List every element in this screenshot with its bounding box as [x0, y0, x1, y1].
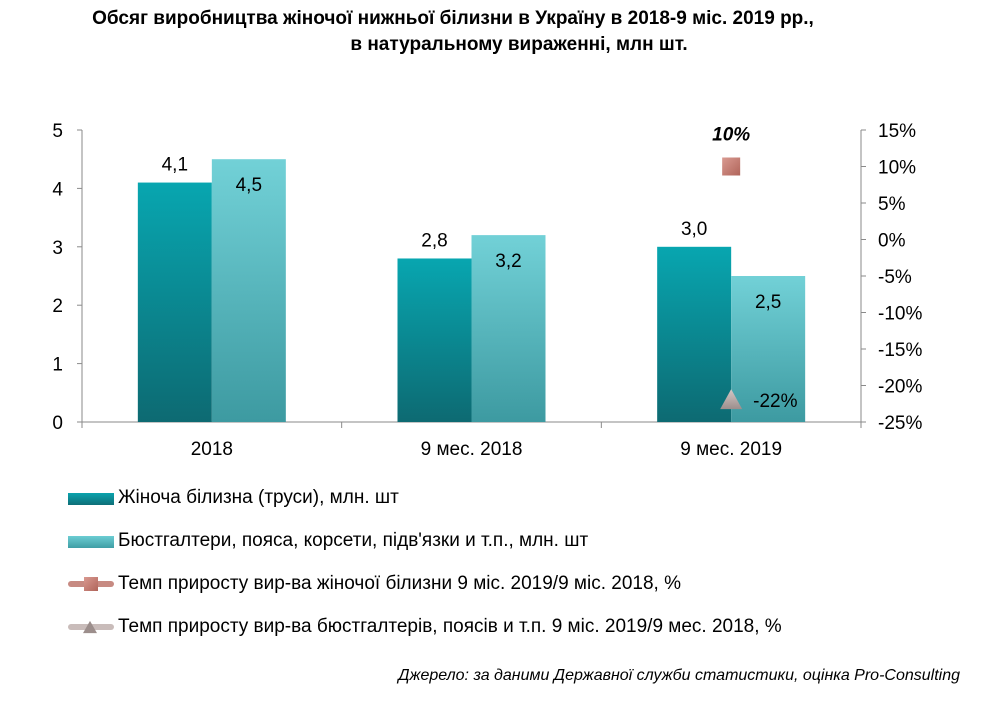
legend-swatch-line1: [68, 576, 114, 592]
left-tick-label: 5: [52, 121, 63, 142]
legend-label-series1: Жіноча білизна (труси), млн. шт: [118, 486, 399, 508]
legend: Жіноча білизна (труси), млн. шт Бюстгалт…: [68, 476, 782, 648]
right-tick-label: 15%: [878, 121, 916, 142]
chart-title: Обсяг виробництва жіночої нижньої білизн…: [0, 6, 994, 58]
right-tick-label: -10%: [878, 304, 922, 325]
bar-series1: [137, 182, 212, 422]
bar-series1: [397, 258, 472, 422]
bar-series2: [471, 235, 546, 422]
data-label-series2: 3,2: [495, 251, 521, 272]
bar-series2: [731, 276, 806, 422]
title-line-2: в натуральному вираженні, млн шт.: [350, 34, 688, 55]
left-tick-label: 4: [52, 179, 63, 200]
legend-swatch-line2: [68, 619, 114, 635]
right-tick-label: -5%: [878, 267, 912, 288]
growth-marker-triangle: [720, 389, 743, 410]
right-tick-label: 5%: [878, 194, 906, 215]
data-label-series1: 3,0: [681, 219, 707, 240]
growth-label-line1: 10%: [712, 125, 750, 146]
growth-marker-square: [722, 157, 741, 176]
x-tick-label: 2018: [191, 439, 233, 460]
legend-item-series1: Жіноча білизна (труси), млн. шт: [68, 476, 782, 519]
x-tick-label: 9 мес. 2018: [421, 439, 523, 460]
growth-label-line2: -22%: [753, 391, 797, 412]
legend-item-series2: Бюстгалтери, пояса, корсети, підв'язки и…: [68, 519, 782, 562]
data-label-series2: 2,5: [755, 292, 781, 313]
left-tick-label: 1: [52, 355, 63, 376]
x-tick-label: 9 мес. 2019: [680, 439, 782, 460]
data-label-series1: 4,1: [162, 155, 188, 176]
left-tick-label: 0: [52, 413, 63, 434]
legend-label-series2: Бюстгалтери, пояса, корсети, підв'язки и…: [118, 529, 589, 551]
legend-item-line2: Темп приросту вир-ва бюстгалтерів, поясі…: [68, 605, 782, 648]
right-tick-label: 10%: [878, 158, 916, 179]
right-tick-label: -15%: [878, 340, 922, 361]
data-label-series1: 2,8: [421, 230, 447, 251]
legend-label-line2: Темп приросту вир-ва бюстгалтерів, поясі…: [118, 615, 782, 637]
data-label-series2: 4,5: [236, 175, 262, 196]
left-tick-label: 2: [52, 296, 63, 317]
source-note: Джерело: за даними Державної служби стат…: [398, 667, 960, 684]
right-tick-label: -20%: [878, 377, 922, 398]
legend-item-line1: Темп приросту вир-ва жіночої білизни 9 м…: [68, 562, 782, 605]
bar-series2: [211, 159, 286, 422]
left-tick-label: 3: [52, 238, 63, 259]
legend-swatch-series2: [68, 535, 114, 548]
right-tick-label: 0%: [878, 231, 906, 252]
right-tick-label: -25%: [878, 413, 922, 434]
title-line-1: Обсяг виробництва жіночої нижньої білизн…: [92, 8, 814, 29]
legend-swatch-series1: [68, 492, 114, 505]
legend-label-line1: Темп приросту вир-ва жіночої білизни 9 м…: [118, 572, 681, 594]
bar-series1: [657, 246, 732, 422]
